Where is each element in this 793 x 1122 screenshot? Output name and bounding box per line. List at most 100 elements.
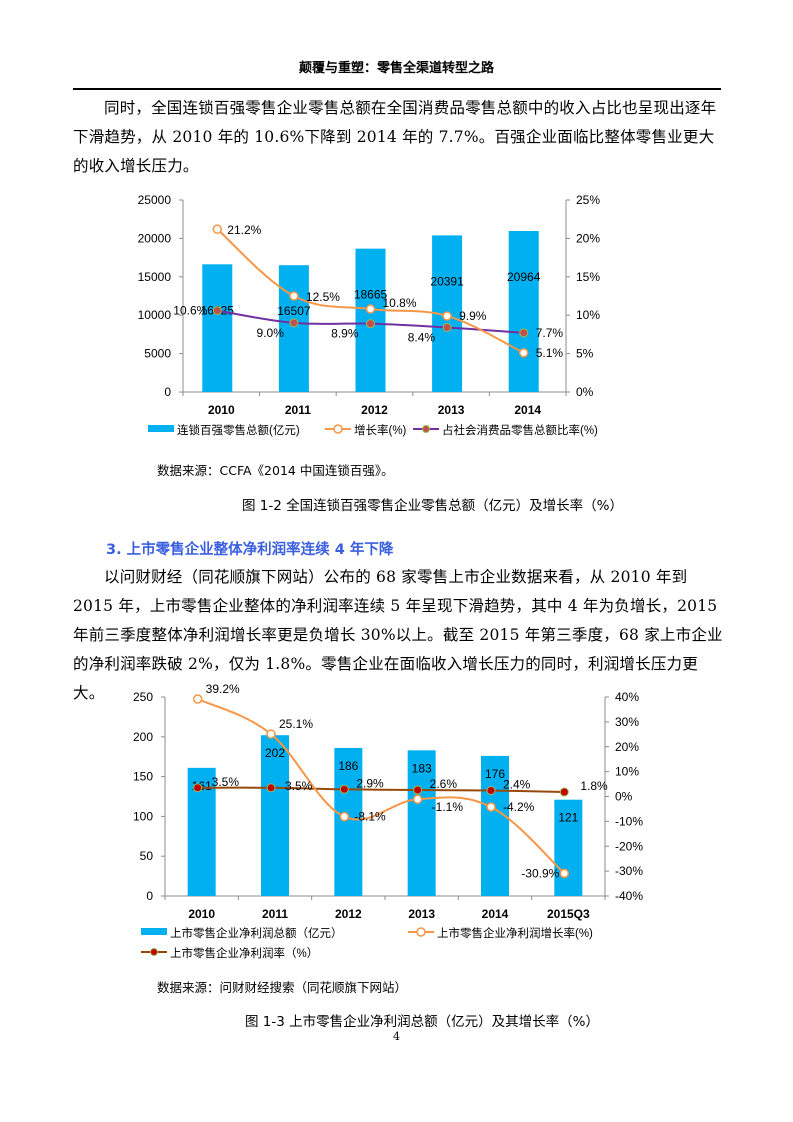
x-axis-label: 2010 <box>188 907 215 921</box>
bar-label: 20391 <box>430 274 464 288</box>
ratio-label: 2.6% <box>430 777 458 791</box>
bar <box>508 230 539 392</box>
ratio-marker <box>193 783 203 793</box>
right-axis-tick: -20% <box>615 839 643 853</box>
growth-label: 5.1% <box>536 346 564 360</box>
legend-growth-swatch <box>416 927 426 937</box>
bar-label: 18665 <box>354 288 388 302</box>
x-axis-label: 2011 <box>262 907 288 921</box>
ratio-marker <box>442 322 452 332</box>
right-axis-tick: -30% <box>615 864 643 878</box>
x-axis-label: 2015Q3 <box>547 907 590 921</box>
left-axis-tick: 50 <box>140 849 154 863</box>
right-axis-tick: 40% <box>615 690 639 704</box>
right-axis-tick: 5% <box>576 347 594 361</box>
right-axis-tick: 25% <box>576 193 600 207</box>
header-rule <box>73 88 721 90</box>
growth-marker <box>559 868 570 879</box>
bar-label: 176 <box>485 767 505 781</box>
bar-label: 202 <box>265 746 285 760</box>
left-axis-tick: 25000 <box>138 193 172 207</box>
bar-label: 121 <box>558 811 578 825</box>
right-axis-tick: 10% <box>615 765 639 779</box>
left-axis-tick: 0 <box>164 385 171 399</box>
bar-label: 186 <box>338 759 358 773</box>
figure-2-source: 数据来源：问财财经搜索（同花顺旗下网站） <box>157 980 408 995</box>
growth-label: 25.1% <box>279 717 313 731</box>
x-axis-label: 2013 <box>438 403 465 417</box>
right-axis-tick: 20% <box>576 231 600 245</box>
x-axis-label: 2011 <box>285 403 311 417</box>
ratio-label: 8.9% <box>331 327 359 341</box>
left-axis-tick: 200 <box>133 730 153 744</box>
ratio-label: 8.4% <box>408 330 436 344</box>
growth-marker <box>266 729 276 739</box>
legend-bar-swatch <box>141 928 167 935</box>
legend-bar-swatch <box>148 425 174 432</box>
growth-marker <box>412 794 423 804</box>
section-3-heading: 3. 上市零售企业整体净利润率连续 4 年下降 <box>106 542 394 558</box>
growth-label: -4.2% <box>503 800 535 814</box>
right-axis-tick: -40% <box>615 889 643 903</box>
right-axis-tick: -10% <box>615 814 643 828</box>
bar-label: 20964 <box>507 270 541 284</box>
left-axis-tick: 0 <box>146 889 153 903</box>
growth-label: 10.8% <box>383 296 417 310</box>
bar-label: 16507 <box>277 304 311 318</box>
ratio-marker <box>289 318 299 328</box>
ratio-marker <box>339 784 349 794</box>
figure-2-caption: 图 1-3 上市零售企业净利润总额（亿元）及其增长率（%） <box>245 1014 599 1030</box>
ratio-marker <box>519 328 529 338</box>
legend-label: 上市零售企业净利润率（%） <box>170 946 318 960</box>
bar <box>261 735 289 896</box>
growth-marker <box>518 348 529 358</box>
ratio-marker <box>212 306 222 316</box>
ratio-label: 7.7% <box>536 326 564 340</box>
ratio-line <box>197 786 565 794</box>
ratio-label: 3.5% <box>285 779 313 793</box>
legend-label: 连锁百强零售总额(亿元) <box>177 423 300 437</box>
ratio-marker <box>266 783 276 793</box>
legend-ratio-swatch <box>422 425 430 433</box>
right-axis-tick: 20% <box>615 740 639 754</box>
x-axis-label: 2012 <box>335 907 362 921</box>
ratio-label: 2.4% <box>503 778 531 792</box>
paragraph-1: 同时，全国连锁百强零售企业零售总额在全国消费品零售总额中的收入占比也呈现出逐年下… <box>73 94 723 181</box>
bar <box>334 747 363 896</box>
legend-growth-swatch <box>333 424 343 434</box>
figure-1-caption: 图 1-2 全国连锁百强零售企业零售总额（亿元）及增长率（%） <box>242 498 623 514</box>
right-axis-tick: 15% <box>576 270 600 284</box>
chart-1: 0 5000 10000 15000 20000 25000 0% 5% 10% 15% 20% 25… <box>138 193 601 437</box>
chart-2: 0 50 100 150 200 250 -40% -30% -20% -10% 0% 10% 20% 3… <box>133 682 643 960</box>
bar <box>407 750 436 896</box>
growth-label: 21.2% <box>227 223 261 237</box>
growth-label: -1.1% <box>432 800 464 814</box>
growth-label: 12.5% <box>306 290 340 304</box>
figure-1-source: 数据来源：CCFA《2014 中国连锁百强》。 <box>157 463 394 478</box>
growth-line <box>197 698 566 875</box>
left-axis-tick: 5000 <box>144 347 171 361</box>
x-axis-label: 2010 <box>208 403 235 417</box>
bar-label: 183 <box>412 761 432 775</box>
left-axis-tick: 10000 <box>138 308 172 322</box>
running-header: 颠覆与重塑：零售全渠道转型之路 <box>298 61 494 76</box>
legend-label: 占社会消费品零售总额比率(%) <box>442 423 598 437</box>
growth-label: -8.1% <box>354 810 386 824</box>
ratio-label: 10.6% <box>173 304 207 318</box>
growth-marker <box>442 311 452 321</box>
legend-label: 上市零售企业净利润增长率(%) <box>437 926 593 940</box>
left-axis-tick: 100 <box>133 809 153 823</box>
bar <box>554 799 583 896</box>
growth-marker <box>365 304 376 314</box>
ratio-marker <box>486 786 496 796</box>
growth-marker <box>192 694 203 704</box>
growth-label: 9.9% <box>459 309 487 323</box>
growth-marker <box>486 802 496 812</box>
ratio-label: 1.8% <box>580 779 608 793</box>
legend-label: 上市零售企业净利润总额（亿元） <box>170 926 343 940</box>
left-axis-tick: 20000 <box>138 231 172 245</box>
ratio-label: 3.5% <box>212 775 240 789</box>
legend-label: 增长率(%) <box>354 423 407 437</box>
growth-marker <box>212 224 223 234</box>
